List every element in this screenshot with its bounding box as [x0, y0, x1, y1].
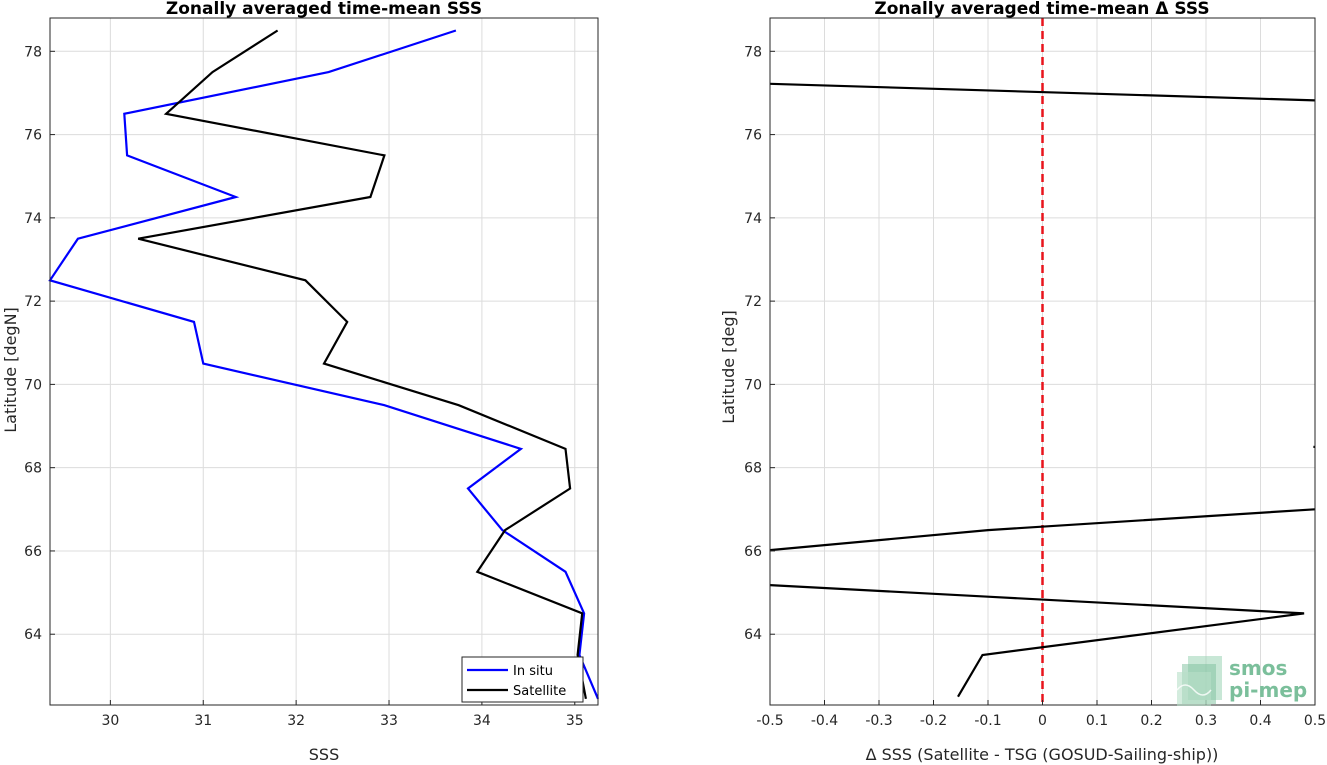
x-tick-label: -0.1	[974, 713, 1001, 729]
delta-sss-x-axis-label: Δ SSS (Satellite - TSG (GOSUD-Sailing-sh…	[866, 745, 1219, 764]
y-tick-label: 70	[744, 377, 762, 393]
satellite-line	[137, 29, 587, 700]
delta-sss-line	[769, 584, 1305, 698]
sss-y-axis-label: Latitude [degN]	[1, 307, 20, 433]
delta-sss-ticks: -0.5 -0.4 -0.3 -0.2 -0.1 0 0.1 0.2 0.3 0.4 0.5 64 66…	[744, 44, 1326, 729]
smos-pi-mep-logo: smos pi-mep	[1176, 656, 1307, 706]
y-tick-label: 64	[24, 627, 42, 643]
legend-box	[461, 656, 584, 703]
delta-sss-y-axis-label: Latitude [deg]	[719, 310, 738, 424]
y-tick-label: 74	[744, 211, 762, 227]
y-tick-label: 66	[24, 544, 42, 560]
y-tick-label: 72	[24, 294, 42, 310]
legend-in-situ-label: In situ	[513, 664, 553, 679]
x-tick-label: 34	[473, 713, 491, 729]
sss-chart-title: Zonally averaged time-mean SSS	[166, 0, 482, 19]
y-tick-label: 66	[744, 544, 762, 560]
legend-satellite-label: Satellite	[513, 684, 566, 699]
y-tick-label: 64	[744, 627, 762, 643]
sss-legend: In situ Satellite	[461, 656, 584, 703]
sss-series-group	[48, 29, 600, 700]
sss-axes-frame	[49, 17, 599, 706]
x-tick-label: 0.4	[1249, 713, 1271, 729]
delta-sss-line	[769, 508, 1316, 552]
x-tick-label: 33	[380, 713, 398, 729]
sss-ticks: 30 31 32 33 34 35 64 66 68 70 72 74 76 78	[24, 44, 584, 729]
x-tick-label: 31	[194, 713, 212, 729]
y-tick-label: 76	[744, 128, 762, 144]
y-tick-label: 68	[24, 461, 42, 477]
delta-sss-panel: -0.5 -0.4 -0.3 -0.2 -0.1 0 0.1 0.2 0.3 0.4 0.5 64 66…	[719, 0, 1326, 764]
x-tick-label: 0.3	[1195, 713, 1217, 729]
x-tick-label: 32	[287, 713, 305, 729]
delta-sss-line	[769, 82, 1316, 102]
y-tick-label: 70	[24, 377, 42, 393]
y-tick-label: 78	[744, 44, 762, 60]
y-tick-label: 72	[744, 294, 762, 310]
x-tick-label: 30	[101, 713, 119, 729]
x-tick-label: 0.5	[1304, 713, 1326, 729]
logo-line1: smos	[1229, 656, 1287, 680]
sss-panel: 30 31 32 33 34 35 64 66 68 70 72 74 76 78 Zonally ave…	[1, 0, 600, 764]
y-tick-label: 76	[24, 128, 42, 144]
sss-gridlines	[50, 18, 598, 705]
delta-sss-series-group	[769, 82, 1316, 698]
y-tick-label: 78	[24, 44, 42, 60]
in-situ-line	[48, 29, 600, 700]
x-tick-label: 0.1	[1086, 713, 1108, 729]
y-tick-label: 74	[24, 211, 42, 227]
sss-x-axis-label: SSS	[309, 745, 339, 764]
x-tick-label: -0.2	[920, 713, 947, 729]
delta-sss-chart-title: Zonally averaged time-mean Δ SSS	[874, 0, 1209, 19]
x-tick-label: 0.2	[1140, 713, 1162, 729]
x-tick-label: 35	[566, 713, 584, 729]
logo-waves-icon	[1176, 656, 1222, 706]
x-tick-label: -0.5	[756, 713, 783, 729]
x-tick-label: -0.3	[865, 713, 892, 729]
y-tick-label: 68	[744, 461, 762, 477]
x-tick-label: -0.4	[811, 713, 838, 729]
x-tick-label: 0	[1038, 713, 1047, 729]
logo-line2: pi-mep	[1229, 678, 1307, 702]
